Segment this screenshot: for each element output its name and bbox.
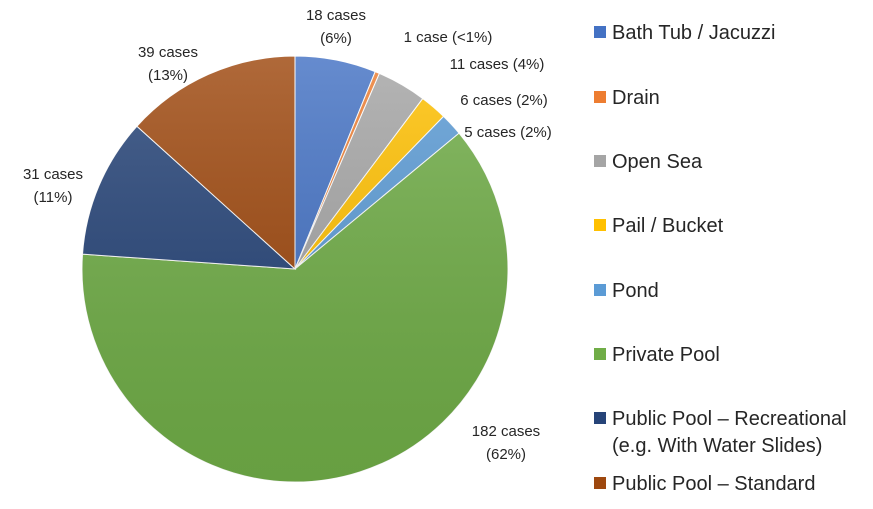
data-label-drain: 1 case (<1%) [404, 29, 493, 46]
data-label-pail-bucket: 6 cases (2%) [460, 92, 548, 109]
legend-swatch [594, 219, 606, 231]
legend-item-pail-bucket: Pail / Bucket [594, 215, 724, 237]
legend-label: Public Pool – Recreational (e.g. With Wat… [612, 408, 847, 457]
legend-label-line: Public Pool – Standard [612, 473, 815, 495]
legend-item-public-pool-standard: Public Pool – Standard [594, 473, 815, 495]
legend-label: Bath Tub / Jacuzzi [612, 22, 775, 44]
legend-item-bath-tub-jacuzzi: Bath Tub / Jacuzzi [594, 22, 775, 44]
legend-label-line: (e.g. With Water Slides) [612, 435, 822, 457]
data-label-bath-tub-jacuzzi: 18 cases (6%) [306, 7, 366, 47]
data-label-line: 31 cases [23, 166, 83, 183]
legend-swatch [594, 155, 606, 167]
data-label-line: (11%) [34, 189, 73, 206]
legend-label-line: Pond [612, 280, 659, 302]
legend-label-line: Public Pool – Recreational [612, 408, 847, 430]
legend-swatch [594, 412, 606, 424]
data-label-open-sea: 11 cases (4%) [450, 56, 545, 73]
data-label-line: (13%) [148, 67, 188, 84]
legend-swatch [594, 477, 606, 489]
legend-item-public-pool-recreational-e-g-with-water-slides: Public Pool – Recreational (e.g. With Wat… [594, 408, 847, 457]
data-label-line: 18 cases [306, 7, 366, 24]
data-label-line: (6%) [320, 30, 352, 47]
legend-item-pond: Pond [594, 280, 659, 302]
data-label-line: 39 cases [138, 44, 198, 61]
data-label-line: 5 cases (2%) [464, 124, 552, 141]
legend-item-private-pool: Private Pool [594, 344, 720, 366]
legend: Bath Tub / Jacuzzi Drain Open Sea Pail / Bu… [594, 22, 847, 495]
data-label-pond: 5 cases (2%) [464, 124, 552, 141]
legend-label: Pail / Bucket [612, 215, 724, 237]
legend-swatch [594, 284, 606, 296]
legend-label: Private Pool [612, 344, 720, 366]
legend-label-line: Open Sea [612, 151, 703, 173]
data-label-line: 1 case (<1%) [404, 29, 493, 46]
data-label-line: (62%) [486, 446, 526, 463]
data-label-public-pool-recreational-e-g-with-water-slides: 31 cases (11%) [23, 166, 83, 206]
legend-swatch [594, 26, 606, 38]
legend-label: Pond [612, 280, 659, 302]
data-label-public-pool-standard: 39 cases (13%) [138, 44, 198, 84]
legend-label-line: Drain [612, 87, 660, 109]
legend-item-open-sea: Open Sea [594, 151, 703, 173]
data-labels: 18 cases (6%) 1 case (<1%) 11 cases (4%) 6 c… [23, 7, 552, 463]
legend-label-line: Bath Tub / Jacuzzi [612, 22, 775, 44]
legend-swatch [594, 91, 606, 103]
data-label-line: 11 cases (4%) [450, 56, 545, 73]
legend-label: Public Pool – Standard [612, 473, 815, 495]
data-label-private-pool: 182 cases (62%) [472, 423, 540, 463]
data-label-line: 182 cases [472, 423, 540, 440]
legend-label-line: Pail / Bucket [612, 215, 724, 237]
pie-slices [81, 55, 509, 483]
data-label-line: 6 cases (2%) [460, 92, 548, 109]
legend-label-line: Private Pool [612, 344, 720, 366]
legend-swatch [594, 348, 606, 360]
legend-item-drain: Drain [594, 87, 660, 109]
legend-label: Open Sea [612, 151, 703, 173]
legend-label: Drain [612, 87, 660, 109]
